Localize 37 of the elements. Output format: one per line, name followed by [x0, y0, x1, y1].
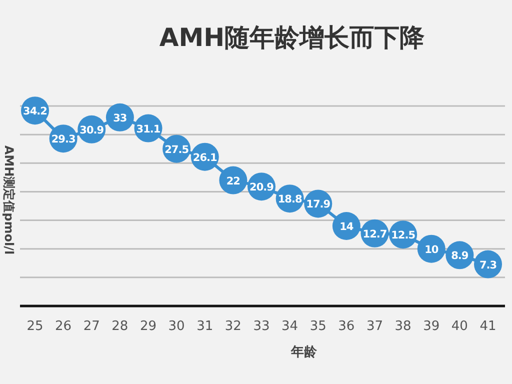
data-label: 27.5 [164, 144, 189, 156]
x-tick-label: 28 [112, 319, 128, 334]
x-tick-label: 31 [196, 319, 214, 334]
x-tick-label: 30 [168, 319, 185, 334]
x-tick-label: 41 [480, 319, 496, 334]
x-tick-label: 27 [83, 319, 100, 334]
data-label: 18.8 [278, 194, 302, 206]
data-label: 34.2 [23, 106, 48, 118]
x-tick-label: 37 [366, 319, 384, 334]
data-label: 20.9 [250, 182, 274, 194]
data-label: 12.7 [362, 228, 387, 240]
x-tick-label: 26 [55, 319, 72, 334]
x-tick-label: 33 [253, 319, 270, 334]
x-tick-label: 32 [224, 319, 242, 334]
data-label: 10 [424, 244, 438, 256]
x-tick-label: 39 [423, 319, 440, 334]
x-axis-title: 年龄 [290, 345, 318, 360]
data-label: 30.9 [80, 124, 104, 136]
data-label: 14 [340, 221, 354, 233]
x-tick-label: 34 [282, 319, 298, 334]
data-label: 33 [113, 112, 127, 124]
data-label: 17.9 [306, 198, 330, 211]
x-tick-label: 36 [338, 319, 355, 334]
data-label: 7.3 [479, 259, 497, 272]
y-axis-title: AMH测定值pmol/l [2, 145, 16, 255]
data-label: 8.9 [451, 250, 468, 262]
x-tick-label: 35 [310, 319, 326, 334]
x-tick-label: 29 [140, 319, 157, 334]
x-tick-label: 38 [394, 319, 412, 334]
data-label: 12.5 [391, 230, 416, 242]
data-label: 29.3 [51, 134, 76, 146]
chart-title: AMH随年龄增长而下降 [159, 23, 426, 52]
data-label: 26.1 [192, 152, 218, 164]
data-label: 31.1 [136, 123, 160, 136]
x-tick-label: 40 [451, 319, 468, 334]
x-tick-label: 25 [26, 319, 44, 334]
data-label: 22 [226, 175, 240, 188]
